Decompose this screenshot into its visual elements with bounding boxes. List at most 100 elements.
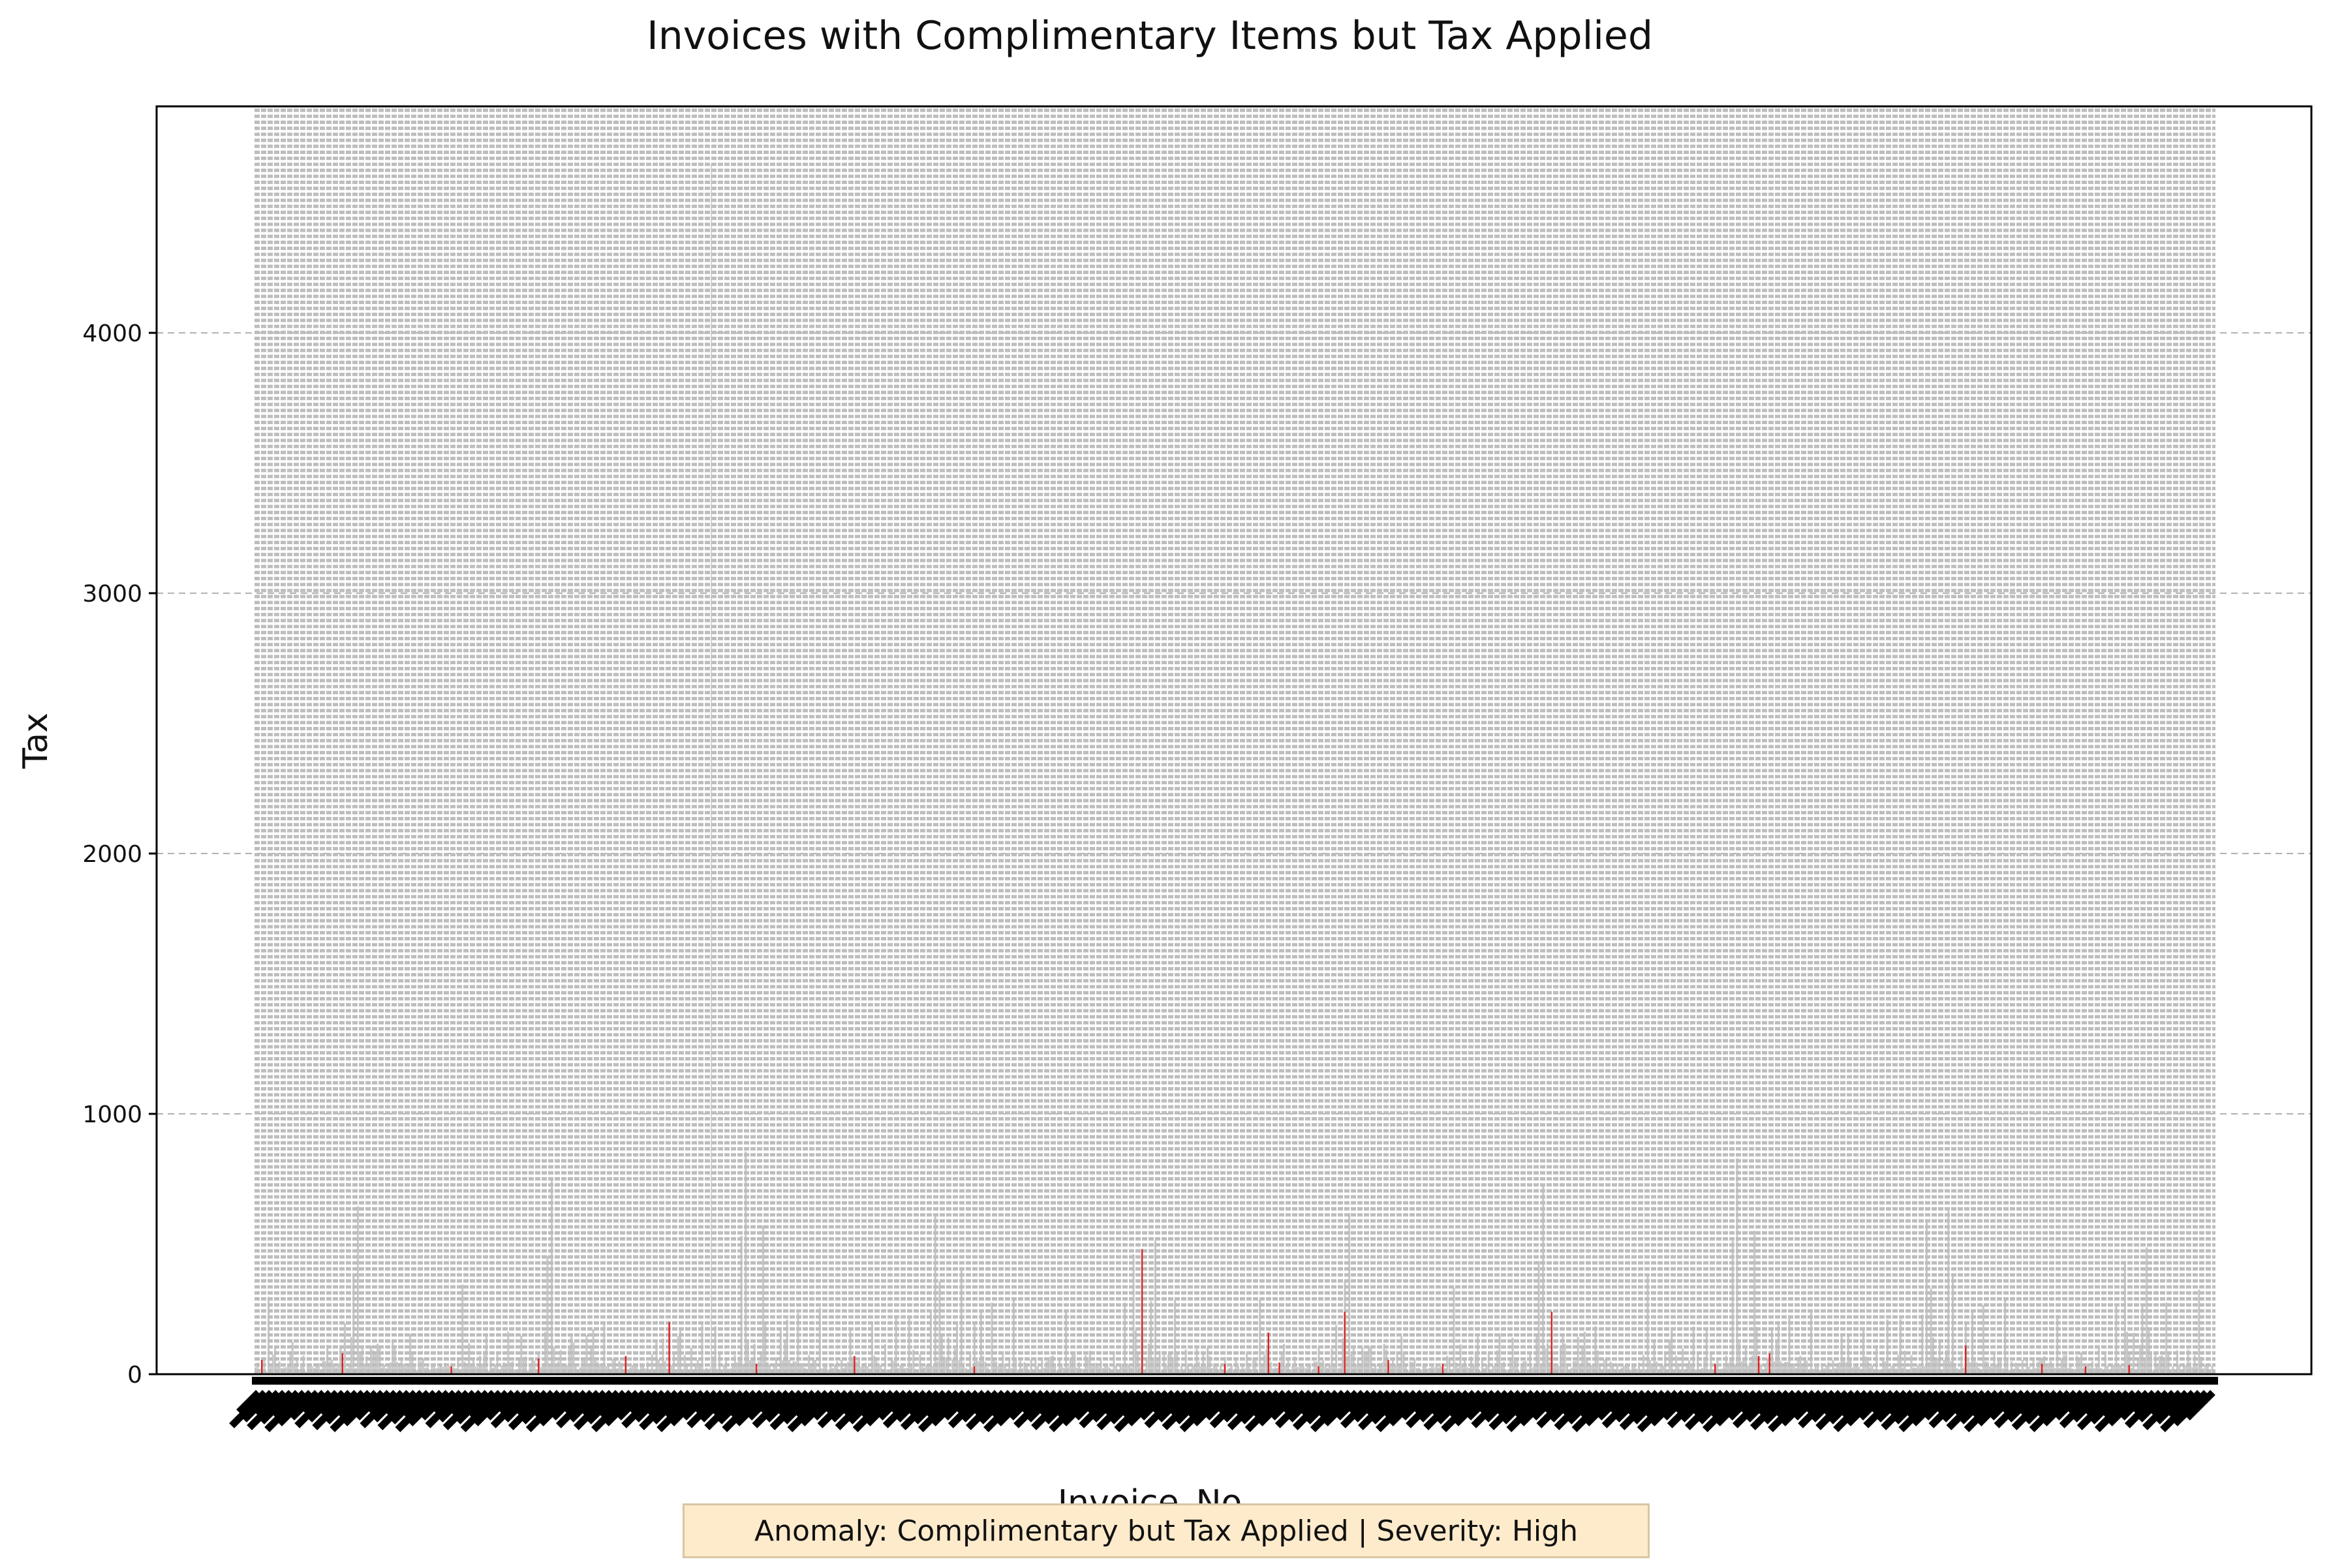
x-tick-label (1946, 1390, 1987, 1430)
x-tick-label (550, 1390, 581, 1421)
bar (1065, 1312, 1068, 1374)
x-tick-label (835, 1390, 876, 1430)
bar (2014, 1362, 2017, 1374)
x-tick-label (1073, 1390, 1105, 1421)
x-tick-label (1875, 1390, 1909, 1422)
bar (1045, 1361, 1048, 1374)
bar (1638, 1362, 1641, 1374)
bar (298, 1369, 300, 1374)
x-tick-label (1893, 1390, 1928, 1424)
x-tick-label (1282, 1390, 1307, 1415)
x-tick-label (829, 1390, 863, 1422)
bar (2211, 1365, 2213, 1374)
x-tick-label (1649, 1390, 1686, 1426)
x-tick-label (2001, 1390, 2026, 1415)
x-tick-label (842, 1390, 869, 1417)
bar (1877, 1369, 1880, 1374)
bar (2165, 1302, 2168, 1374)
bar (1986, 1362, 1989, 1374)
x-tick-label (1376, 1390, 1418, 1432)
bar (600, 1362, 603, 1374)
bar (2104, 1351, 2106, 1374)
x-tick-label (432, 1390, 457, 1415)
highlight-bar (341, 1353, 343, 1374)
bar (827, 1370, 830, 1374)
x-tick-label (1174, 1390, 1209, 1424)
bar (1803, 1359, 1806, 1374)
bar (1995, 1364, 1997, 1374)
bar (583, 1360, 586, 1374)
x-tick-label (1026, 1390, 1058, 1422)
bar (291, 1342, 294, 1374)
bar (1783, 1362, 1786, 1374)
x-tick-label (2029, 1390, 2072, 1432)
bar (1287, 1360, 1289, 1374)
bar (799, 1363, 801, 1374)
bar (522, 1359, 525, 1374)
bar (699, 1363, 702, 1374)
highlight-bar (1442, 1364, 1444, 1374)
x-tick-label (384, 1390, 412, 1417)
bar (1498, 1333, 1501, 1374)
x-tick-label (2059, 1390, 2098, 1428)
bar (751, 1359, 754, 1374)
bar (1753, 1231, 1756, 1374)
bar (1163, 1351, 1165, 1374)
bar (1590, 1364, 1592, 1374)
x-tick-label (289, 1390, 320, 1421)
highlight-bar (854, 1356, 856, 1374)
x-tick-label (1423, 1390, 1464, 1430)
highlight-bar (538, 1359, 540, 1374)
highlight-bar (1387, 1360, 1389, 1374)
bar (372, 1350, 375, 1374)
x-tick-label (1888, 1390, 1915, 1417)
bar (701, 1325, 703, 1374)
bar (1359, 1363, 1361, 1374)
x-tick-label (1691, 1390, 1719, 1417)
bar (2054, 1368, 2056, 1374)
bar (470, 1363, 472, 1374)
bar (274, 1347, 277, 1374)
x-tick-label (2106, 1390, 2144, 1426)
bar (1812, 1368, 1815, 1374)
x-tick-label (2167, 1390, 2196, 1419)
bar (1674, 1355, 1677, 1374)
x-tick-label (1091, 1390, 1124, 1422)
highlight-bar (261, 1360, 263, 1374)
bar (352, 1276, 355, 1374)
x-tick-label (1561, 1390, 1588, 1417)
bar (862, 1364, 865, 1374)
bar (2091, 1361, 2093, 1374)
x-tick-label (1549, 1390, 1582, 1422)
bar (444, 1362, 446, 1374)
x-tick-label (907, 1390, 934, 1417)
bar (953, 1349, 956, 1374)
x-tick-label (354, 1390, 386, 1421)
bar (324, 1360, 326, 1374)
bar (472, 1359, 474, 1374)
x-tick-label (1209, 1390, 1248, 1428)
x-tick-label (1579, 1390, 1608, 1419)
bar (1435, 1363, 1438, 1374)
bar (1126, 1364, 1128, 1374)
bar (2154, 1351, 2157, 1374)
bar (984, 1362, 987, 1374)
x-tick-label (1936, 1390, 1961, 1415)
x-tick-label (918, 1390, 961, 1432)
highlight-bar (1344, 1312, 1346, 1374)
bar (330, 1359, 333, 1374)
x-tick-label (1103, 1390, 1131, 1417)
x-tick-label (972, 1390, 1000, 1417)
x-tick-label (1013, 1390, 1052, 1428)
x-tick-label (360, 1390, 399, 1428)
bar (1749, 1362, 1751, 1374)
bar (350, 1337, 352, 1374)
bar (265, 1372, 268, 1374)
x-tick-label (1709, 1390, 1738, 1419)
bar (1121, 1364, 1124, 1374)
x-tick-label (1186, 1390, 1216, 1419)
bar (1971, 1312, 1974, 1374)
x-tick-label (978, 1390, 1013, 1424)
bar (690, 1347, 692, 1374)
x-tick-label (1870, 1390, 1896, 1415)
